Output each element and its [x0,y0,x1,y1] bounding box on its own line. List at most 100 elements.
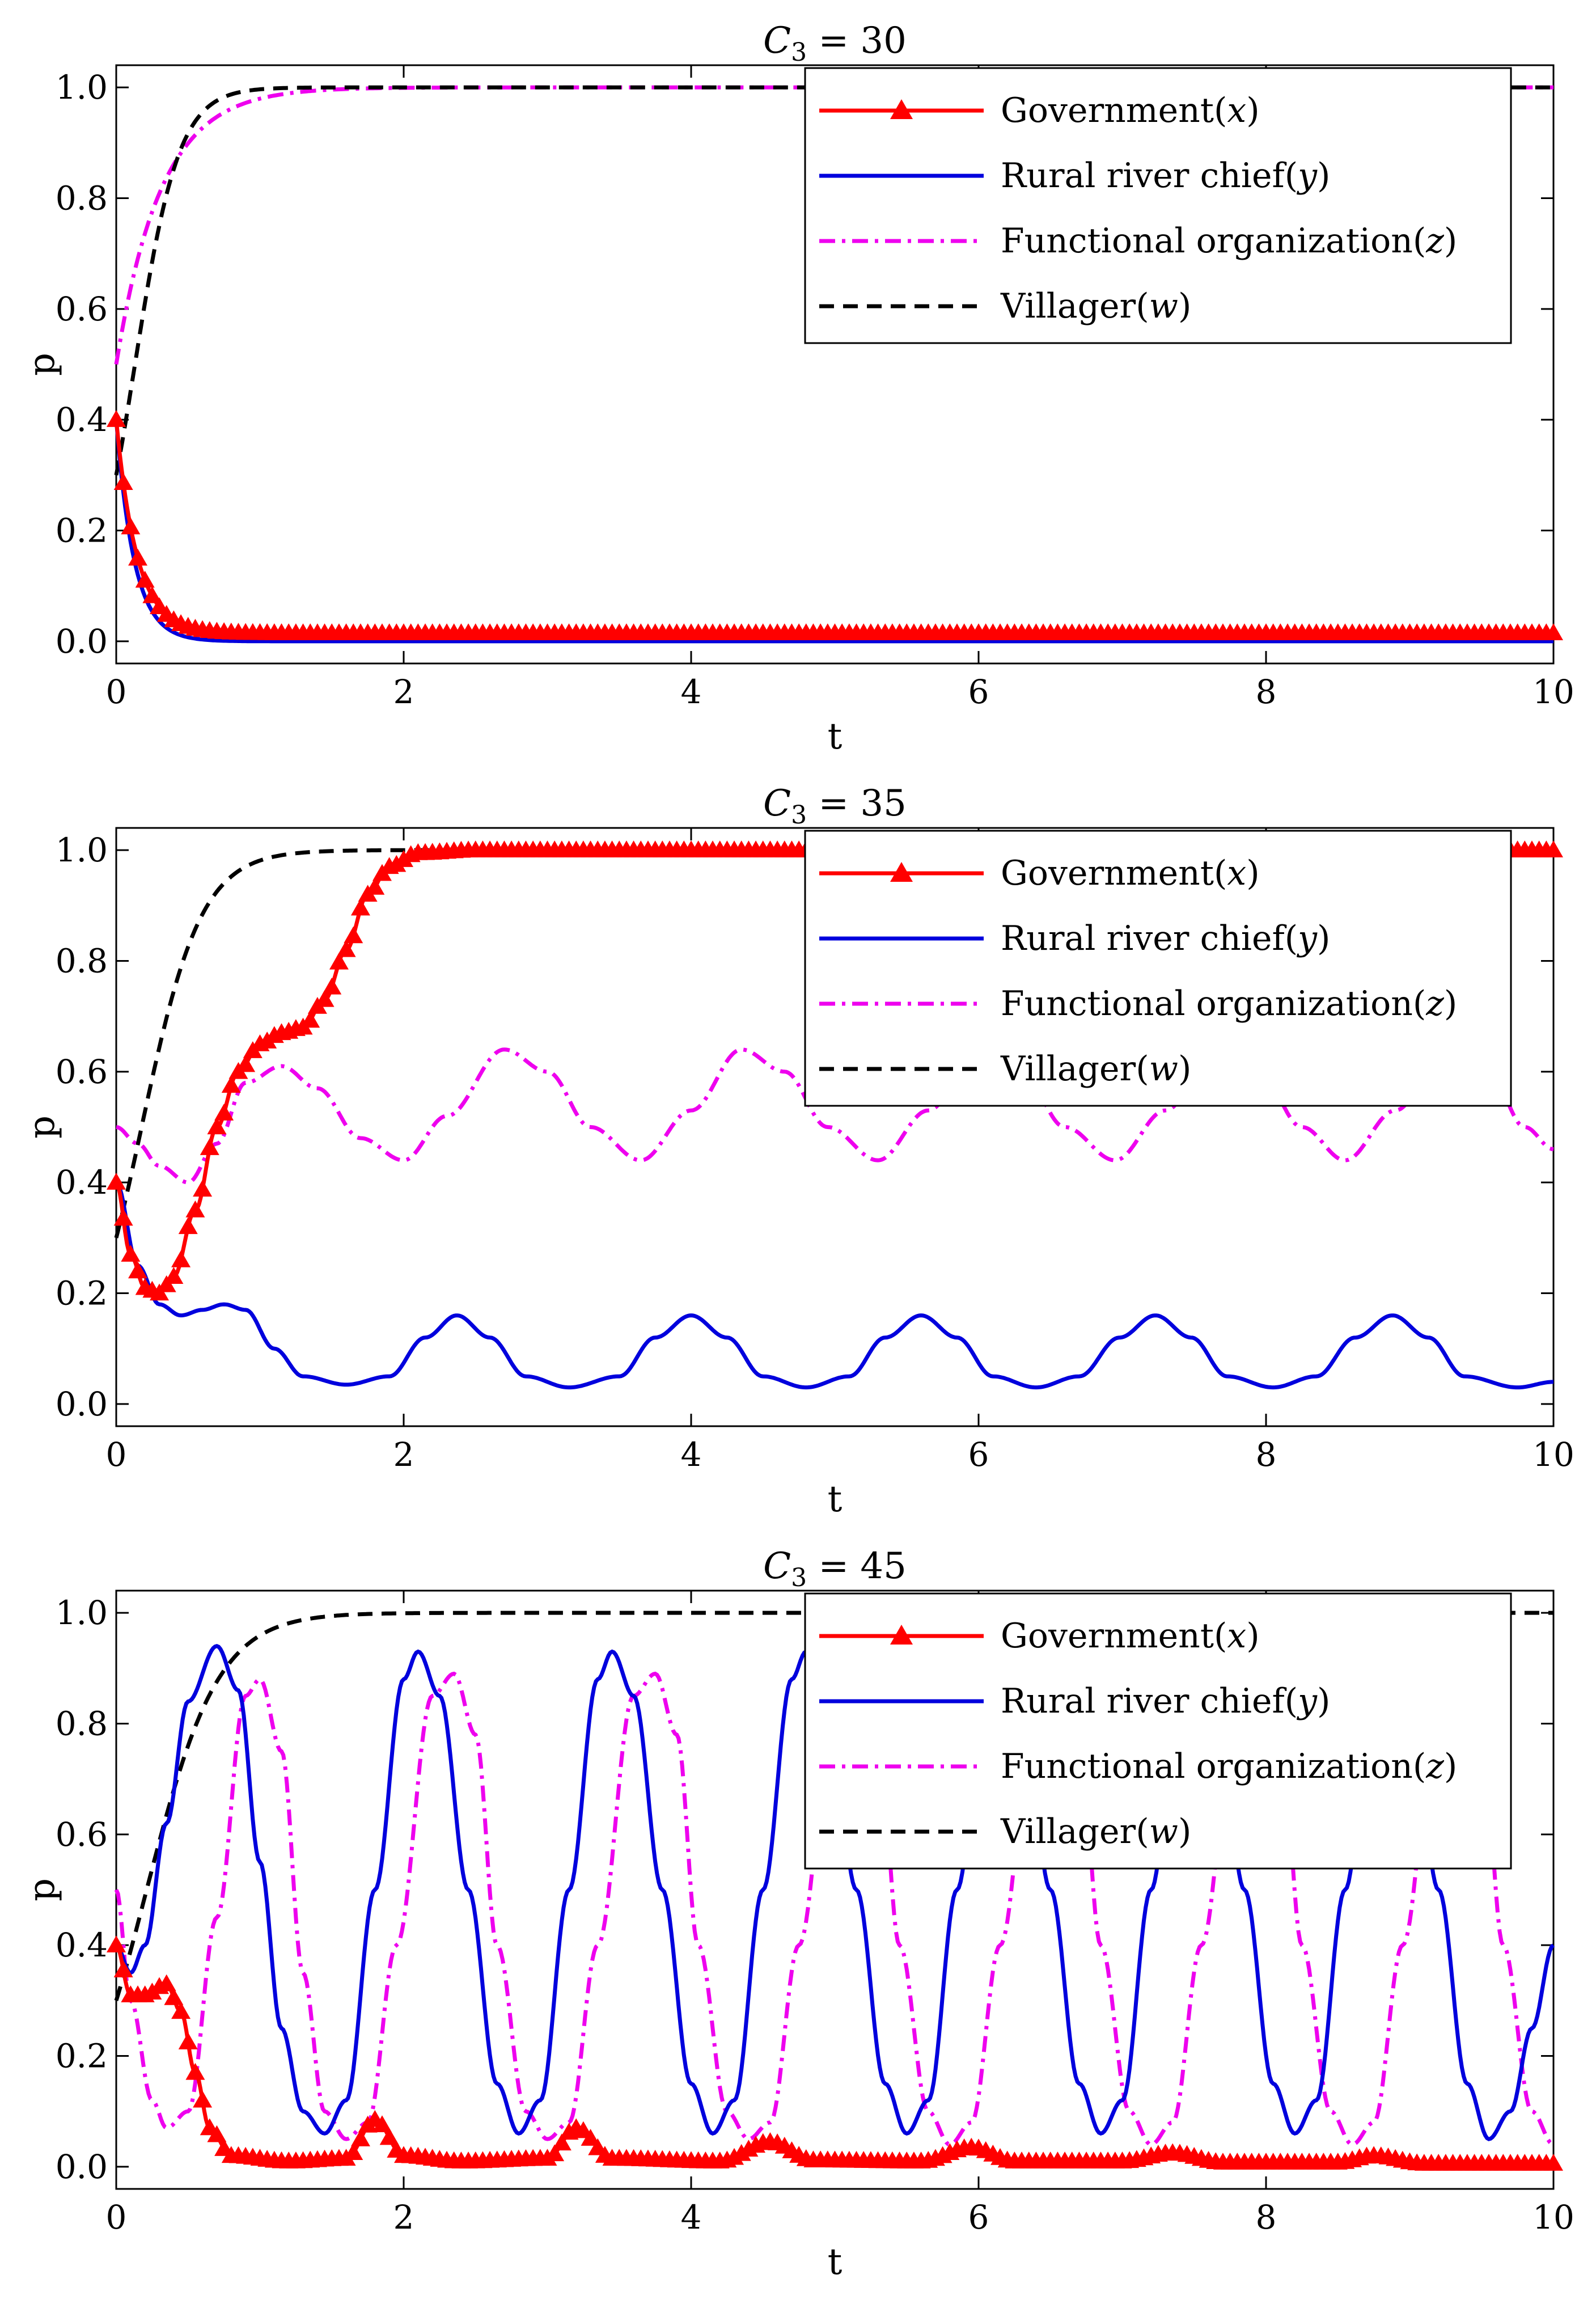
x-tick-label: 10 [1533,1435,1574,1474]
legend-box [804,67,1512,344]
data-point-x [344,926,363,944]
x-tick-label: 4 [681,673,702,711]
series-markers-x [107,1935,1563,2171]
data-point-x [171,2002,191,2019]
data-point-x [107,1935,126,1952]
data-point-x [128,1261,148,1279]
x-tick-label: 8 [1256,1435,1277,1474]
y-tick-label: 0.6 [56,1815,108,1854]
data-point-x [236,1055,256,1072]
x-tick-label: 8 [1256,673,1277,711]
legend-label-z: Functional organization(z) [1001,1747,1457,1786]
data-point-x [107,410,126,427]
y-tick-label: 1.0 [56,831,108,869]
legend-marker-icon [890,862,913,882]
series-line-w [114,848,1553,1238]
legend-label-w: Villager(w) [1000,286,1191,326]
y-tick-label: 0.6 [56,1052,108,1091]
data-point-x [164,1988,184,2005]
x-axis-label: t [828,1478,843,1520]
y-axis-label: p [21,353,63,376]
series-line-x [114,419,1553,635]
data-point-x [379,2128,399,2145]
legend-label-x: Government(x) [1001,853,1260,893]
data-point-x [350,2129,370,2146]
legend-label-x: Government(x) [1001,91,1260,130]
y-tick-label: 0.2 [56,1274,108,1313]
legend-label-y: Rural river chief(y) [1001,156,1330,196]
legend-label-w: Villager(w) [1000,1049,1191,1089]
y-tick-label: 0.8 [56,941,108,980]
data-point-x [221,1076,241,1093]
data-point-x [336,940,356,957]
x-tick-label: 4 [681,2198,702,2237]
y-tick-label: 0.4 [56,1163,108,1202]
x-tick-label: 2 [393,673,414,711]
chart-panel-3: C3 = 45 0 2 4 6 8 10 0.0 0.2 0.4 0.6 0.8 1.0 t p Govern… [21,1545,1574,2283]
chart-title: C3 = 30 [763,20,907,67]
x-tick-label: 6 [968,673,989,711]
legend-box [804,830,1512,1107]
series-line-z [114,1671,1555,2147]
data-point-x [113,473,133,490]
legend-label-z: Functional organization(z) [1001,221,1457,261]
x-tick-label: 10 [1533,2198,1574,2237]
data-point-x [1544,623,1563,641]
data-point-x [113,1208,133,1226]
x-tick-label: 4 [681,1435,702,1474]
legend-label-x: Government(x) [1001,1616,1260,1656]
legend: Government(x) Rural river chief(y) Functio… [804,1592,1512,1870]
series-line-y [115,1181,1553,1390]
data-point-x [156,1974,176,1992]
y-tick-label: 0.0 [56,1385,108,1423]
legend-marker-icon [890,1625,913,1645]
data-point-x [300,1011,320,1028]
series-line-z [116,1047,1554,1185]
chart-panel-1: C3 = 30 0 2 4 6 8 10 0.0 0.2 0.4 0.6 0.8 1.0 t p Govern… [21,20,1574,758]
data-point-x [193,1180,213,1197]
data-point-x [178,1217,198,1235]
data-point-x [322,977,342,995]
x-tick-label: 6 [968,1435,989,1474]
data-point-x [581,2129,600,2146]
y-tick-label: 0.8 [56,1704,108,1743]
x-tick-label: 0 [106,2198,127,2237]
data-point-x [185,2062,205,2080]
y-tick-label: 0.6 [56,290,108,328]
y-tick-label: 0.0 [56,622,108,661]
chart-title: C3 = 35 [763,783,907,830]
data-point-x [171,1250,191,1267]
data-point-x [372,2115,392,2132]
legend-marker-icon [890,99,913,119]
data-point-x [552,2133,571,2151]
data-point-x [207,2125,227,2142]
data-point-x [107,1173,126,1190]
data-point-x [121,1245,141,1262]
series-line-y [114,419,1553,644]
data-point-x [164,1267,184,1284]
data-point-x [207,1117,227,1135]
data-point-x [545,2144,565,2162]
data-point-x [214,1104,234,1121]
series-line-x [115,1943,1553,2166]
data-point-x [178,2032,198,2049]
legend-label-y: Rural river chief(y) [1001,919,1330,958]
data-point-x [121,517,141,535]
legend: Government(x) Rural river chief(y) Functio… [804,830,1512,1107]
x-tick-label: 10 [1533,673,1574,711]
data-point-x [193,2090,213,2108]
y-tick-label: 0.4 [56,400,108,439]
data-point-x [315,990,335,1007]
y-tick-label: 0.4 [56,1926,108,1964]
data-point-x [365,878,385,895]
y-axis-label: p [21,1115,63,1139]
x-tick-label: 8 [1256,2198,1277,2237]
y-tick-label: 0.0 [56,2148,108,2186]
x-tick-label: 6 [968,2198,989,2237]
data-point-x [1544,2154,1563,2171]
legend-label-z: Functional organization(z) [1001,984,1457,1024]
x-tick-label: 0 [106,673,127,711]
data-point-x [135,570,155,588]
y-tick-label: 1.0 [56,68,108,107]
